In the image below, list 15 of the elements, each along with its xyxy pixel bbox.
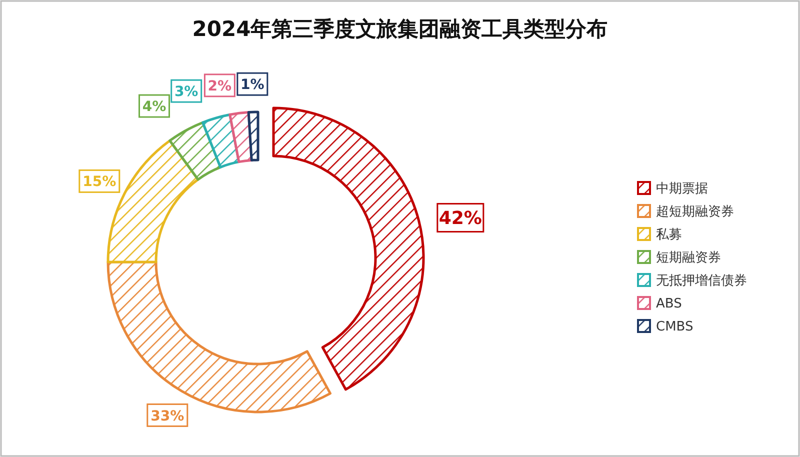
legend-label: ABS <box>656 296 682 312</box>
legend-label: 中期票据 <box>656 182 708 197</box>
legend-label: 短期融资券 <box>656 250 721 266</box>
legend-label: 无抵押增信债券 <box>656 274 747 289</box>
data-label: 33% <box>150 408 184 424</box>
data-label: 42% <box>438 208 482 230</box>
data-label: 1% <box>240 77 264 94</box>
data-label: 4% <box>142 99 166 116</box>
data-label: 15% <box>82 174 116 190</box>
data-label: 3% <box>174 84 198 100</box>
legend-label: 私募 <box>656 228 682 243</box>
chart-title: 2024年第三季度文旅集团融资工具类型分布 <box>192 17 608 41</box>
legend-label: CMBS <box>656 320 694 335</box>
legend-label: 超短期融资券 <box>656 204 734 220</box>
data-label: 2% <box>208 78 232 94</box>
